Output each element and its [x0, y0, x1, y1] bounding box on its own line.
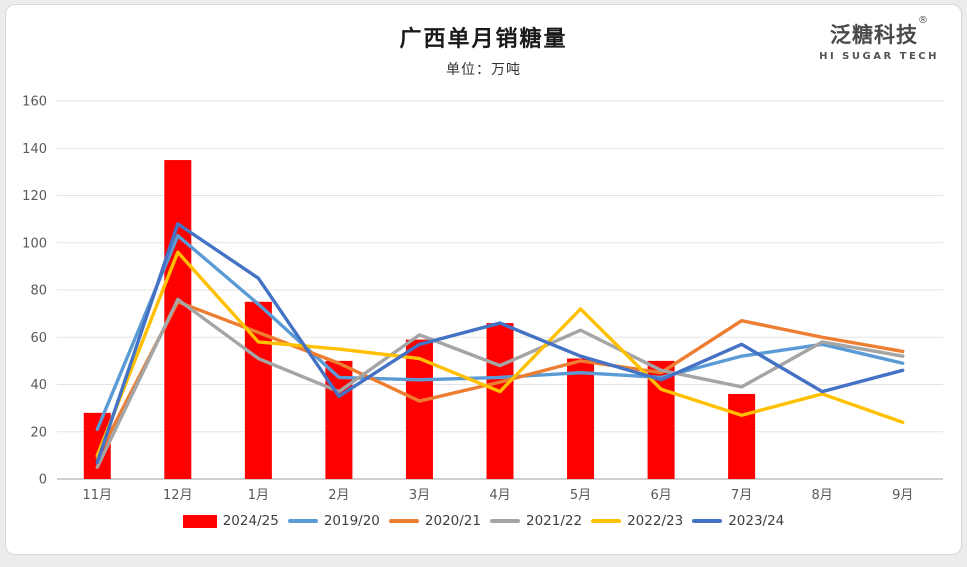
y-axis-tick-label: 80 — [30, 284, 47, 299]
x-axis-tick-label: 8月 — [812, 488, 833, 503]
line-2023/24 — [95, 222, 905, 465]
legend-label: 2019/20 — [323, 513, 380, 529]
x-axis-tick-label: 7月 — [731, 488, 752, 503]
x-axis-tick-label: 3月 — [409, 488, 430, 503]
registered-trademark-icon: ® — [918, 15, 929, 26]
legend-swatch-2021/22 — [490, 519, 520, 523]
y-axis-tick-label: 120 — [22, 189, 47, 204]
chart-title: 广西单月销糖量 — [399, 26, 568, 52]
x-axis-tick-label: 12月 — [163, 488, 193, 503]
line-2019/20 — [95, 233, 905, 432]
x-axis-tick-label: 2月 — [328, 488, 349, 503]
brand-logo: 泛糖科技® HI SUGAR TECH — [819, 15, 939, 62]
legend-swatch-2024/25 — [182, 514, 217, 528]
legend-swatch-2020/21 — [388, 519, 419, 523]
x-axis-tick-label: 6月 — [650, 488, 671, 503]
y-axis-tick-label: 0 — [39, 473, 47, 488]
chart-unit-label: 单位：万吨 — [446, 62, 521, 78]
y-axis-tick-label: 140 — [22, 142, 47, 157]
chart-card: 广西单月销糖量 单位：万吨 泛糖科技® HI SUGAR TECH 0 20 40 6… — [5, 4, 962, 555]
legend-item-2019/20[interactable]: 2019/20 — [287, 513, 380, 529]
y-axis-tick-label: 100 — [22, 236, 47, 251]
bar-2024/25 — [405, 339, 433, 479]
line-2021/22 — [95, 297, 905, 469]
legend-label: 2022/23 — [627, 513, 684, 529]
chart-plot-area: 0 20 40 60 80 100 120 140 160 11月 12月 1月 2月 3月 4月 5月 6月 7… — [22, 95, 943, 503]
legend-label: 2023/24 — [728, 513, 785, 529]
y-axis-tick-label: 160 — [22, 95, 47, 110]
x-axis-tick-label: 5月 — [570, 488, 591, 503]
chart-header: 广西单月销糖量 单位：万吨 — [6, 5, 961, 79]
legend-item-2021/22[interactable]: 2021/22 — [490, 513, 582, 529]
brand-name: 泛糖科技 — [830, 23, 919, 47]
legend-item-2023/24[interactable]: 2023/24 — [692, 513, 784, 529]
x-axis-tick-label: 9月 — [892, 488, 913, 503]
legend-item-2020/21[interactable]: 2020/21 — [388, 513, 481, 529]
bar-2024/25 — [567, 358, 595, 479]
legend-item-2024/25[interactable]: 2024/25 — [182, 513, 279, 529]
chart-legend: 2024/25 2019/20 2020/21 2021/22 2022/23 2023/… — [6, 513, 961, 529]
line-2020/21 — [95, 300, 905, 460]
brand-tagline: HI SUGAR TECH — [819, 51, 939, 62]
line-2022/23 — [95, 250, 905, 458]
y-axis-tick-label: 40 — [30, 378, 47, 393]
bar-2024/25 — [728, 393, 756, 479]
legend-swatch-2023/24 — [692, 519, 723, 523]
bar-2024/25 — [486, 323, 514, 479]
legend-item-2022/23[interactable]: 2022/23 — [591, 513, 683, 529]
legend-swatch-2022/23 — [591, 519, 622, 523]
legend-label: 2024/25 — [222, 513, 279, 529]
legend-label: 2020/21 — [424, 513, 481, 529]
legend-swatch-2019/20 — [287, 519, 318, 523]
legend-label: 2021/22 — [526, 513, 583, 529]
y-axis-tick-label: 20 — [30, 425, 47, 440]
x-axis-tick-label: 1月 — [248, 488, 269, 503]
x-axis-tick-label: 4月 — [489, 488, 510, 503]
y-axis-tick-label: 60 — [30, 331, 47, 346]
x-axis-tick-label: 11月 — [82, 488, 112, 503]
